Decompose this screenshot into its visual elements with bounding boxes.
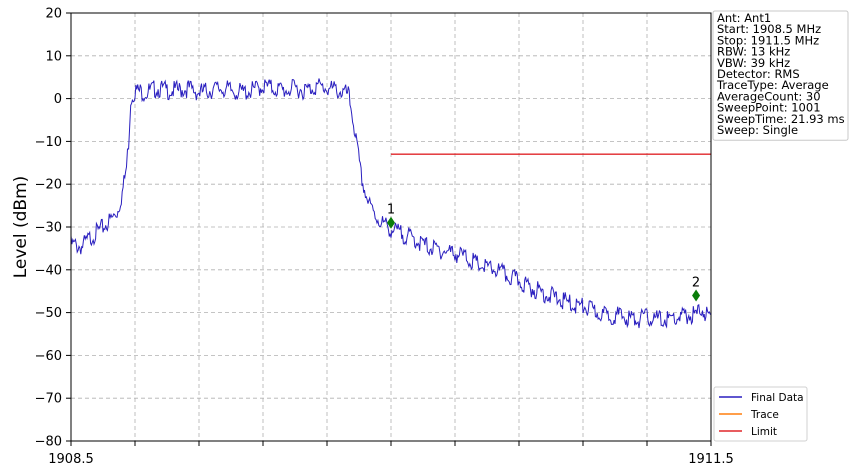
- info-box-line: Sweep: Single: [717, 123, 798, 137]
- marker-1-label: 1: [387, 203, 395, 218]
- y-tick-label: 20: [45, 7, 62, 22]
- info-box-line: Start: 1908.5 MHz: [717, 22, 821, 36]
- y-tick-label: −80: [35, 435, 62, 450]
- info-box-line: AverageCount: 30: [717, 89, 821, 103]
- info-box-line: SweepTime: 21.93 ms: [717, 112, 845, 126]
- y-tick-label: −50: [35, 306, 62, 321]
- axes-layer: 20 10 0 −10 −20 −30 −40 −50 −60 −70 −80 1908.5 1911.…: [35, 7, 734, 468]
- info-box-frame: [712, 10, 849, 141]
- info-box-line: TraceType: Average: [716, 78, 829, 92]
- marker-1-diamond: [387, 216, 395, 229]
- info-box-line: SweepPoint: 1001: [717, 101, 821, 115]
- y-axis-title: Level (dBm): [11, 176, 31, 279]
- marker-2-label: 2: [692, 275, 700, 290]
- grid-layer: [71, 13, 711, 441]
- y-tick-label: −40: [35, 263, 62, 278]
- y-tick-label: −10: [35, 135, 62, 150]
- marker-2-diamond: [692, 289, 701, 302]
- info-box-line: Detector: RMS: [717, 67, 800, 81]
- series-layer: [70, 78, 712, 329]
- series-line-final-data: [70, 78, 712, 329]
- x-tick-label: 1908.5: [48, 452, 94, 467]
- info-box-line: Stop: 1911.5 MHz: [717, 33, 819, 47]
- y-tick-label: −20: [35, 178, 62, 193]
- legend-label-final-data: Final Data: [751, 392, 804, 404]
- legend-label-limit: Limit: [751, 426, 777, 438]
- legend-label-trace: Trace: [750, 409, 779, 421]
- info-box-line: Ant: Ant1: [717, 11, 771, 25]
- y-tick-label: −70: [35, 392, 62, 407]
- y-tick-label: −60: [35, 349, 62, 364]
- legend-frame: [713, 386, 808, 442]
- x-tick-label: 1911.5: [688, 452, 734, 467]
- legend: Final Data Trace Limit: [713, 386, 808, 442]
- y-tick-label: 0: [54, 92, 62, 107]
- y-tick-label: 10: [45, 49, 62, 64]
- y-tick-label: −30: [35, 221, 62, 236]
- marker-layer: 12: [387, 203, 700, 302]
- info-box-line: RBW: 13 kHz: [717, 45, 790, 59]
- info-box-line: VBW: 39 kHz: [717, 56, 790, 70]
